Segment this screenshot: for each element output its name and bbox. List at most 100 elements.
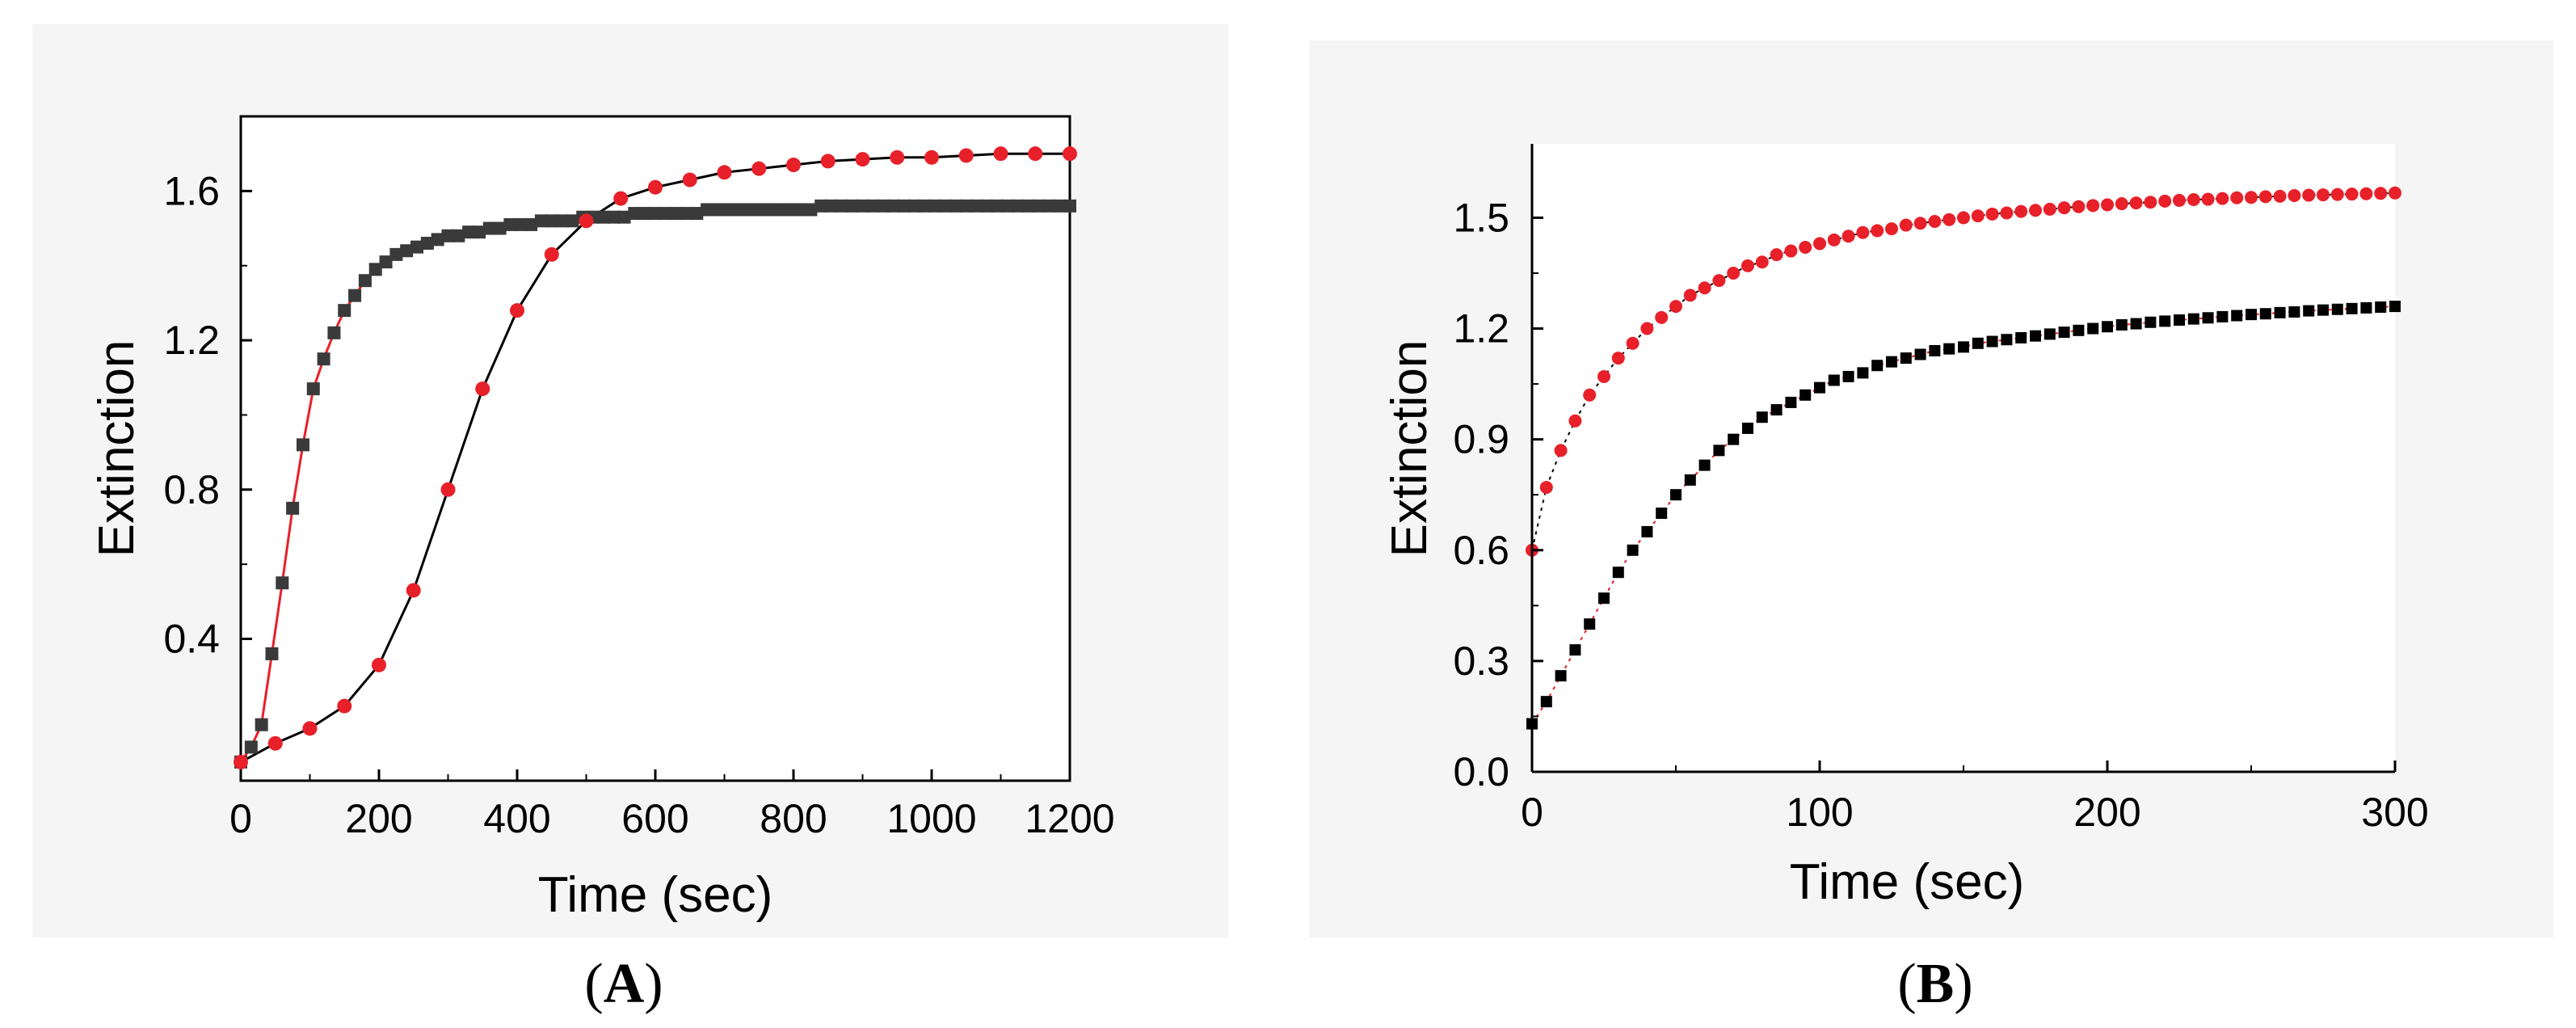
chart-a-red-point	[890, 150, 905, 165]
chart-b-black-point	[2130, 318, 2142, 330]
chart-b-red-point	[2173, 193, 2186, 207]
chart-a-black-point	[1063, 199, 1076, 213]
chart-a-red-point	[682, 172, 697, 187]
chart-b-black-point	[2044, 328, 2056, 340]
chart-a-red-point	[1028, 146, 1043, 162]
chart-b-y-tick-label: 1.5	[1453, 195, 1509, 240]
chart-b-red-point	[2129, 196, 2143, 210]
chart-b-red-point	[2288, 188, 2301, 202]
chart-a-red-point	[475, 381, 490, 397]
chart-b-red-point	[2072, 200, 2086, 213]
chart-b-x-tick-label: 200	[2073, 790, 2140, 835]
chart-b-red-point	[2158, 194, 2172, 208]
chart-b-black-point	[1670, 489, 1682, 501]
chart-a-black-point	[317, 352, 330, 366]
chart-a-black-point	[907, 199, 921, 213]
chart-a-x-axis-label: Time (sec)	[538, 867, 772, 923]
chart-a-black-point	[939, 199, 953, 213]
chart-a-red-point	[993, 146, 1008, 162]
chart-a-red-point	[717, 165, 732, 180]
panel-label-b-letter: B	[1917, 953, 1955, 1015]
chart-b-black-point	[2216, 310, 2229, 322]
chart-a-black-point	[772, 203, 786, 217]
chart-b-red-point	[1683, 289, 1697, 302]
chart-a-red-point	[267, 735, 283, 751]
chart-b-red-point	[2000, 206, 2014, 220]
chart-b-red-point	[2345, 187, 2359, 201]
chart-b-red-point	[1913, 217, 1927, 230]
chart-a-y-tick-label: 1.2	[163, 318, 220, 363]
chart-b-red-point	[2043, 202, 2056, 216]
chart-b-red-point	[1770, 248, 1783, 262]
chart-b-red-point	[1611, 352, 1625, 365]
chart-b-red-point	[1554, 444, 1568, 457]
chart-a-red-point	[648, 179, 663, 195]
chart-b-black-point	[1842, 370, 1854, 382]
chart-b-red-point	[1712, 274, 1726, 288]
chart-a-black-point	[959, 199, 973, 213]
chart-a-black-point	[752, 203, 766, 217]
chart-b-black-point	[1540, 696, 1552, 708]
chart-b-black-point	[1958, 341, 1969, 353]
panel-label-a-open: (	[584, 953, 603, 1015]
chart-a-axes: 0 200 400 600 800 1000 1200 0.4 0.8 1.2 1.6	[163, 168, 1114, 841]
chart-a-x-tick-label: 800	[760, 796, 827, 841]
chart-a-black-point	[503, 217, 517, 231]
chart-b-black-point	[2115, 318, 2128, 331]
chart-b-black-point	[1555, 670, 1567, 682]
chart-a-black-point	[244, 740, 258, 754]
chart-a-black-point	[1021, 199, 1035, 213]
chart-a-black-point	[452, 229, 465, 242]
chart-a-black-point	[534, 214, 548, 228]
chart-b-red-point	[1943, 213, 1956, 226]
chart-b-red-point	[1655, 310, 1669, 324]
chart-a-black-point	[286, 501, 300, 515]
chart-b-black-point	[2087, 322, 2099, 335]
chart-a-black-point	[462, 225, 476, 239]
chart-a-black-point	[763, 203, 777, 217]
chart-b-black-point	[1770, 404, 1783, 416]
chart-a-black-point	[897, 199, 911, 213]
chart-a-x-tick-label: 1000	[886, 796, 976, 841]
chart-a-black-point	[1042, 199, 1056, 213]
chart-b-black-point	[2274, 306, 2286, 318]
chart-a-black-point	[400, 244, 414, 258]
panel-label-a: (A)	[584, 953, 663, 1015]
chart-a-black-point	[1011, 199, 1025, 213]
chart-b-red-point	[2258, 190, 2272, 204]
chart-a-red-point	[372, 657, 386, 672]
chart-b-black-point	[2346, 302, 2358, 314]
chart-b-black-point	[2360, 301, 2372, 314]
chart-a-black-point	[710, 203, 724, 217]
chart-a-red-point	[234, 754, 248, 769]
chart-a-markers	[234, 146, 1077, 769]
chart-b-red-point	[1784, 244, 1798, 258]
chart-b-black-point	[1785, 396, 1797, 408]
chart-b-black-point	[1828, 374, 1840, 386]
chart-a-red-point	[544, 246, 559, 262]
chart-b-plot-area	[1532, 144, 2395, 772]
chart-b-x-axis-label: Time (sec)	[1790, 854, 2024, 910]
chart-b-black-point	[2015, 331, 2027, 343]
chart-b-black-point	[2058, 327, 2070, 339]
chart-a-black-point	[368, 263, 382, 276]
chart-b-red-point	[1698, 281, 1711, 295]
chart-b-red-point	[2057, 201, 2071, 215]
chart-a-black-point	[886, 199, 900, 213]
chart-b-red-point	[2330, 187, 2344, 201]
chart-a-x-tick-label: 1200	[1025, 796, 1114, 841]
chart-b-red-point	[2144, 196, 2157, 209]
chart-a-red-point	[786, 158, 801, 173]
chart-a-red-point	[510, 303, 524, 318]
chart-a-red-point	[613, 191, 629, 206]
chart-b-x-tick-label: 0	[1521, 790, 1543, 835]
chart-a-black-point	[783, 203, 797, 217]
chart-b-red-point	[1799, 240, 1812, 254]
chart-b-red-point	[2187, 193, 2200, 207]
chart-b-red-point	[2230, 191, 2244, 204]
chart-a-red-point	[406, 583, 421, 598]
chart-a-red-point	[579, 213, 594, 229]
chart-a: 0 200 400 600 800 1000 1200 0.4 0.8 1.2 1.6 Time (…	[89, 115, 1115, 1015]
chart-b-black-point	[1886, 356, 1897, 368]
